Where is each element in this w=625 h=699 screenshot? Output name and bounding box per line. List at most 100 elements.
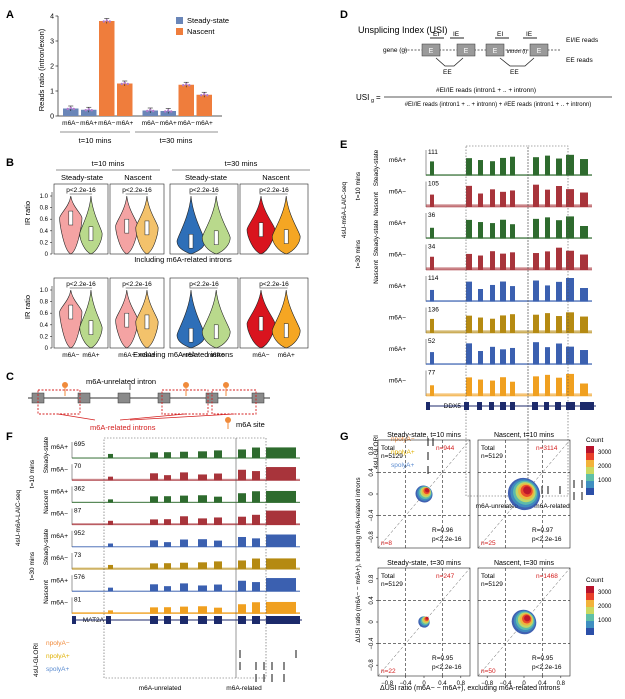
- track-max: 70: [74, 463, 82, 470]
- track-max: 111: [428, 149, 438, 156]
- f-cond-1: Steady-state: [43, 436, 50, 473]
- g-ytick-label: −0.4: [369, 637, 375, 650]
- b-violin: [271, 289, 301, 349]
- colorbar-title: Count: [586, 577, 604, 584]
- b-pvalue: p<2.2e-16: [189, 281, 219, 288]
- g-ytick-label: 0: [369, 620, 375, 624]
- g-facet-title: Nascent, t=10 mins: [494, 432, 555, 439]
- g-n-bottom: n=25: [481, 540, 496, 547]
- g-ytick-label: −0.4: [369, 509, 375, 522]
- coverage-block: [500, 219, 506, 239]
- coverage-block: [108, 564, 113, 570]
- coverage-block: [108, 520, 113, 525]
- g-colorbar-label: 2000: [598, 464, 612, 470]
- c-related-box-1: [37, 389, 81, 415]
- intron-coverage: [72, 612, 300, 614]
- b-ytick-label: 0.4: [40, 323, 49, 329]
- coverage-block: [108, 543, 113, 547]
- coverage-block: [545, 251, 550, 270]
- track-label: m6A−: [389, 188, 406, 195]
- b-boxplot: [258, 316, 264, 331]
- f-glori-ticks: [239, 650, 297, 682]
- coverage-block: [252, 582, 260, 592]
- b-boxplot: [283, 323, 289, 338]
- track-max: 952: [74, 530, 85, 537]
- g-xlabel: ΔUSI ratio (m6A− − m6A+), excluding m6A-…: [380, 685, 560, 692]
- coverage-block: [164, 607, 171, 614]
- coverage-block: [266, 510, 296, 525]
- panel-f-letter: F: [6, 431, 13, 443]
- track-max: 34: [428, 244, 436, 251]
- legend-steady-label: Steady-state: [187, 16, 229, 25]
- panel-a-ylabel: Reads ratio (intron/exon): [37, 28, 46, 111]
- track-max: 105: [428, 181, 439, 188]
- d-ee-reads: EE reads: [566, 57, 593, 64]
- e-gene-exon: [566, 402, 575, 410]
- coverage-block: [533, 376, 539, 396]
- a-ytick-label: 3: [50, 39, 54, 46]
- a-bar: [81, 109, 97, 116]
- coverage-block: [198, 585, 207, 592]
- coverage-block: [533, 280, 539, 302]
- b-boxplot: [124, 312, 130, 328]
- d-ie-2: IE: [526, 31, 533, 38]
- coverage-block: [490, 161, 495, 176]
- g-ylabel: ΔUSI ratio (m6A− − m6A+), including m6A-…: [355, 477, 362, 643]
- a-replicate-point: [206, 94, 209, 97]
- f-gene-exon: [266, 616, 300, 624]
- b-ytick-label: 0.2: [40, 240, 49, 246]
- coverage-block: [500, 377, 506, 396]
- intron-coverage: [426, 363, 592, 365]
- coverage-block: [466, 185, 472, 207]
- intron-coverage: [426, 393, 592, 396]
- d-eiie-reads: EI/IE reads: [566, 37, 599, 44]
- b-cond-1: Steady-state: [61, 173, 103, 182]
- panel-e-letter: E: [340, 139, 347, 151]
- a-bar: [63, 108, 79, 116]
- a-replicate-point: [170, 110, 173, 113]
- a-replicate-point: [108, 20, 111, 23]
- d-usi-sub: g: [371, 98, 374, 104]
- track-label: m6A+: [389, 283, 406, 290]
- b-boxplot: [213, 324, 219, 339]
- coverage-block: [510, 314, 515, 333]
- e-time-t10: t=10 mins: [355, 171, 362, 200]
- a-xtick-label: m6A+: [116, 120, 133, 127]
- track-label: m6A−: [51, 511, 68, 518]
- a-replicate-point: [69, 106, 72, 110]
- coverage-block: [430, 289, 434, 302]
- b-cond-3: Steady-state: [185, 173, 227, 182]
- b-xtick-label: m6A+: [138, 352, 155, 359]
- g-colorbar-segment: [586, 446, 594, 453]
- coverage-block: [466, 158, 472, 176]
- coverage-block: [238, 580, 246, 592]
- coverage-block: [266, 490, 296, 503]
- b-facet-frame: [53, 183, 109, 255]
- g-ytick-label: 0.8: [369, 446, 375, 455]
- f-region-label: m6A-unrelated: [139, 685, 182, 692]
- b-xtick-label: m6A−: [118, 352, 135, 359]
- coverage-block: [490, 380, 495, 396]
- g-colorbar-segment: [586, 607, 594, 614]
- b-boxplot: [188, 328, 194, 343]
- b-ylabel-bottom: IR ratio: [23, 295, 32, 319]
- g-n-total: n=5129: [381, 581, 403, 588]
- coverage-block: [500, 157, 506, 176]
- g-xtick-label: −0.8: [381, 681, 394, 687]
- g-colorbar-segment: [586, 453, 594, 460]
- track-label: m6A−: [51, 466, 68, 473]
- coverage-block: [566, 154, 574, 176]
- d-ee-1: EE: [443, 69, 452, 76]
- coverage-block: [478, 379, 483, 396]
- b-boxplot: [258, 222, 264, 237]
- coverage-block: [214, 450, 222, 459]
- b-xtick-label: m6A+: [208, 352, 225, 359]
- a-replicate-point: [164, 110, 167, 113]
- g-p-value: p<2.2e-16: [532, 536, 562, 543]
- b-time-t30: t=30 mins: [225, 159, 258, 168]
- coverage-block: [500, 253, 506, 270]
- coverage-block: [478, 222, 483, 239]
- g-n-bottom: n=8: [381, 540, 392, 547]
- panel-a-xlabels: m6A− m6A+ m6A− m6A+ m6A− m6A+ m6A− m6A+: [62, 120, 213, 127]
